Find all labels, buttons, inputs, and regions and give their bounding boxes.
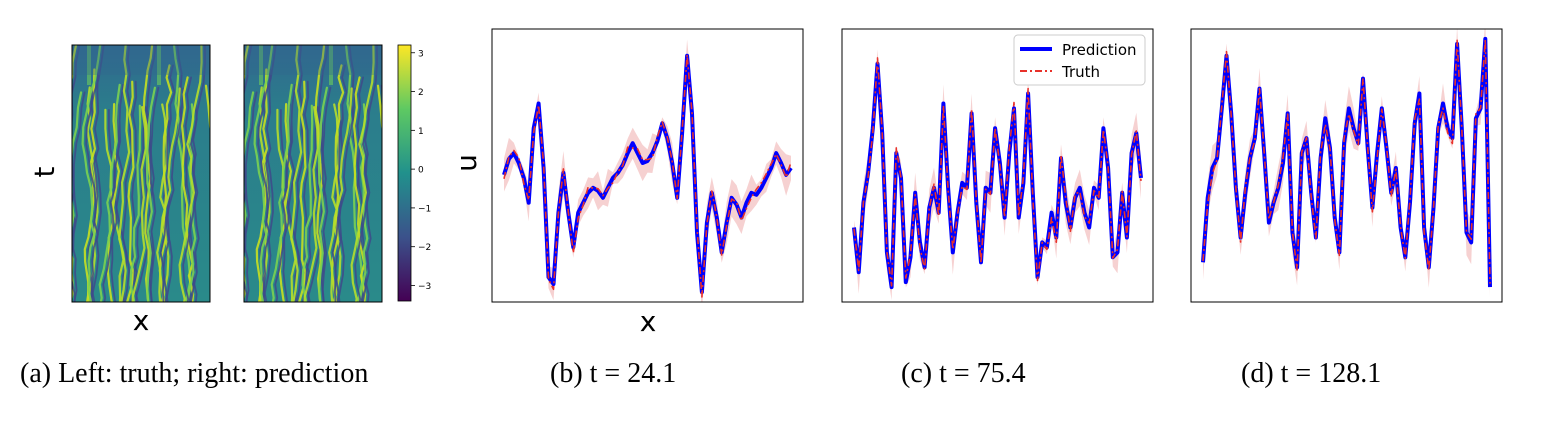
colorbar-tick-label: −2 xyxy=(418,243,431,253)
truth-line xyxy=(503,53,792,298)
colorbar-tick-label: −3 xyxy=(418,282,431,292)
heatmap-streak-bright xyxy=(352,76,367,302)
uncertainty-band xyxy=(1203,29,1490,297)
caption-d: (d) t = 128.1 xyxy=(1241,358,1381,389)
heatmap-top-band xyxy=(244,45,382,75)
legend-prediction-label: Prediction xyxy=(1062,41,1137,59)
heatmap-streak-dark xyxy=(321,86,332,302)
heatmap-prediction-streaks xyxy=(244,45,382,302)
heatmap-streak-dark xyxy=(85,45,105,302)
heatmap-streak-dark xyxy=(318,45,329,302)
colorbar-tick-label: 0 xyxy=(418,166,424,176)
heatmap-top-band xyxy=(72,45,210,75)
heatmap-streak-bright xyxy=(244,91,255,302)
heatmap-streak-bright xyxy=(131,106,148,302)
heatmap-truth xyxy=(72,45,210,302)
uncertainty-band xyxy=(854,49,1141,300)
heatmap-streak-dark xyxy=(121,45,134,302)
heatmap-streak-bright xyxy=(81,45,102,302)
heatmap-stripe xyxy=(87,45,91,85)
panel-c-plot xyxy=(852,49,1143,300)
heatmap-streak-dark xyxy=(189,103,200,302)
heatmap-streak-dark xyxy=(274,83,297,302)
heatmap-truth-frame xyxy=(71,44,211,303)
heatmap-streak-dark xyxy=(208,84,210,98)
prediction-line xyxy=(502,53,793,295)
heatmap-streak-dark xyxy=(257,45,277,302)
heatmap-streak-dark xyxy=(244,91,258,302)
panel-b-ylabel: u xyxy=(450,154,483,172)
legend-truth-label: Truth xyxy=(1061,63,1100,81)
panel-c-frame xyxy=(841,28,1154,303)
panel-d-frame xyxy=(1190,28,1503,303)
truth-line xyxy=(1202,38,1491,284)
heatmap-streak-dark xyxy=(149,86,160,302)
heatmap-streak-bright xyxy=(98,83,121,302)
heatmap-streak-bright xyxy=(350,45,375,302)
heatmap-streak-bright xyxy=(303,106,320,302)
heatmap-streak-bright xyxy=(253,45,274,302)
colorbar xyxy=(397,44,412,302)
heatmap-streak-dark xyxy=(159,87,185,302)
heatmap-streak-bright xyxy=(301,104,314,302)
panel-b-xlabel: x xyxy=(640,305,657,338)
heatmap-streak-dark xyxy=(72,91,86,302)
heatmap-streak-bright xyxy=(118,45,131,302)
heatmap-stripe xyxy=(157,45,161,85)
caption-a: (a) Left: truth; right: prediction xyxy=(20,358,368,389)
heatmap-streak-dark xyxy=(146,45,157,302)
colorbar-tick-label: 1 xyxy=(418,127,424,137)
panel-b-plot xyxy=(502,39,793,302)
legend: Prediction Truth xyxy=(1013,34,1146,86)
colorbar-tick-label: −1 xyxy=(418,204,431,214)
caption-c: (c) t = 75.4 xyxy=(901,358,1026,389)
panel-a-ylabel: t xyxy=(28,166,61,177)
heatmap-streak-dark xyxy=(361,103,372,302)
heatmap-streak-bright xyxy=(145,86,156,302)
heatmap-streak-bright xyxy=(104,108,125,302)
heatmap-streak-bright xyxy=(72,91,83,302)
colorbar-tick-label: 3 xyxy=(418,49,424,59)
heatmap-streak-bright xyxy=(317,86,328,302)
heatmap-streak-bright xyxy=(129,104,142,302)
colorbar-ticks: 3 2 1 0 −1 −2 −3 xyxy=(411,49,431,292)
heatmap-streak-dark xyxy=(102,83,125,302)
heatmap-stripe xyxy=(329,45,333,85)
caption-b: (b) t = 24.1 xyxy=(550,358,676,389)
heatmap-streak-bright xyxy=(290,45,303,302)
panel-d-plot xyxy=(1201,29,1492,297)
heatmap-streak-bright xyxy=(314,45,326,302)
panel-b-frame xyxy=(491,28,804,303)
heatmap-prediction xyxy=(244,45,382,302)
colorbar-tick-label: 2 xyxy=(418,88,424,98)
heatmap-streak-bright xyxy=(156,87,181,302)
heatmap-streak-dark xyxy=(293,45,306,302)
heatmap-streak-bright xyxy=(270,83,293,302)
heatmap-streak-bright xyxy=(142,45,154,302)
prediction-line xyxy=(1201,36,1492,288)
prediction-line xyxy=(852,61,1143,290)
panel-a-xlabel: x xyxy=(133,304,150,337)
heatmap-truth-streaks xyxy=(72,45,210,302)
heatmap-streak-bright xyxy=(276,108,297,302)
heatmap-streak-dark xyxy=(354,45,379,302)
heatmap-streak-dark xyxy=(108,109,128,302)
heatmap-stripe xyxy=(259,45,263,85)
heatmap-prediction-frame xyxy=(243,44,383,303)
heatmap-streak-bright xyxy=(180,76,195,302)
heatmap-streak-bright xyxy=(328,87,353,302)
heatmap-streak-bright xyxy=(298,80,307,302)
heatmap-streak-dark xyxy=(182,45,207,302)
heatmap-streak-dark xyxy=(331,87,357,302)
heatmap-streak-bright xyxy=(126,80,135,302)
heatmap-streak-bright xyxy=(178,45,203,302)
heatmap-streak-dark xyxy=(280,109,300,302)
